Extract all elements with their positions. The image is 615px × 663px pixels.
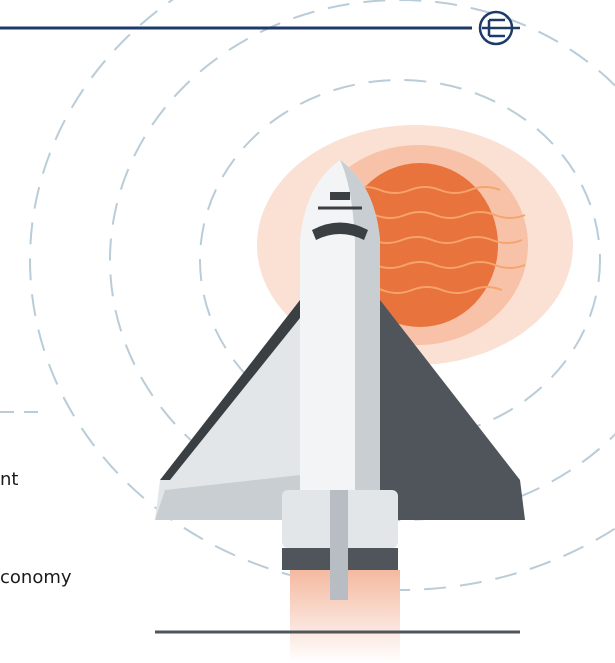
illustration: nt conomy	[0, 0, 615, 663]
text-fragment: nt	[0, 469, 18, 490]
page: nt conomy (() => { const data = JSON.par…	[0, 0, 615, 663]
text-fragment: conomy	[0, 567, 72, 588]
logo	[480, 12, 520, 44]
